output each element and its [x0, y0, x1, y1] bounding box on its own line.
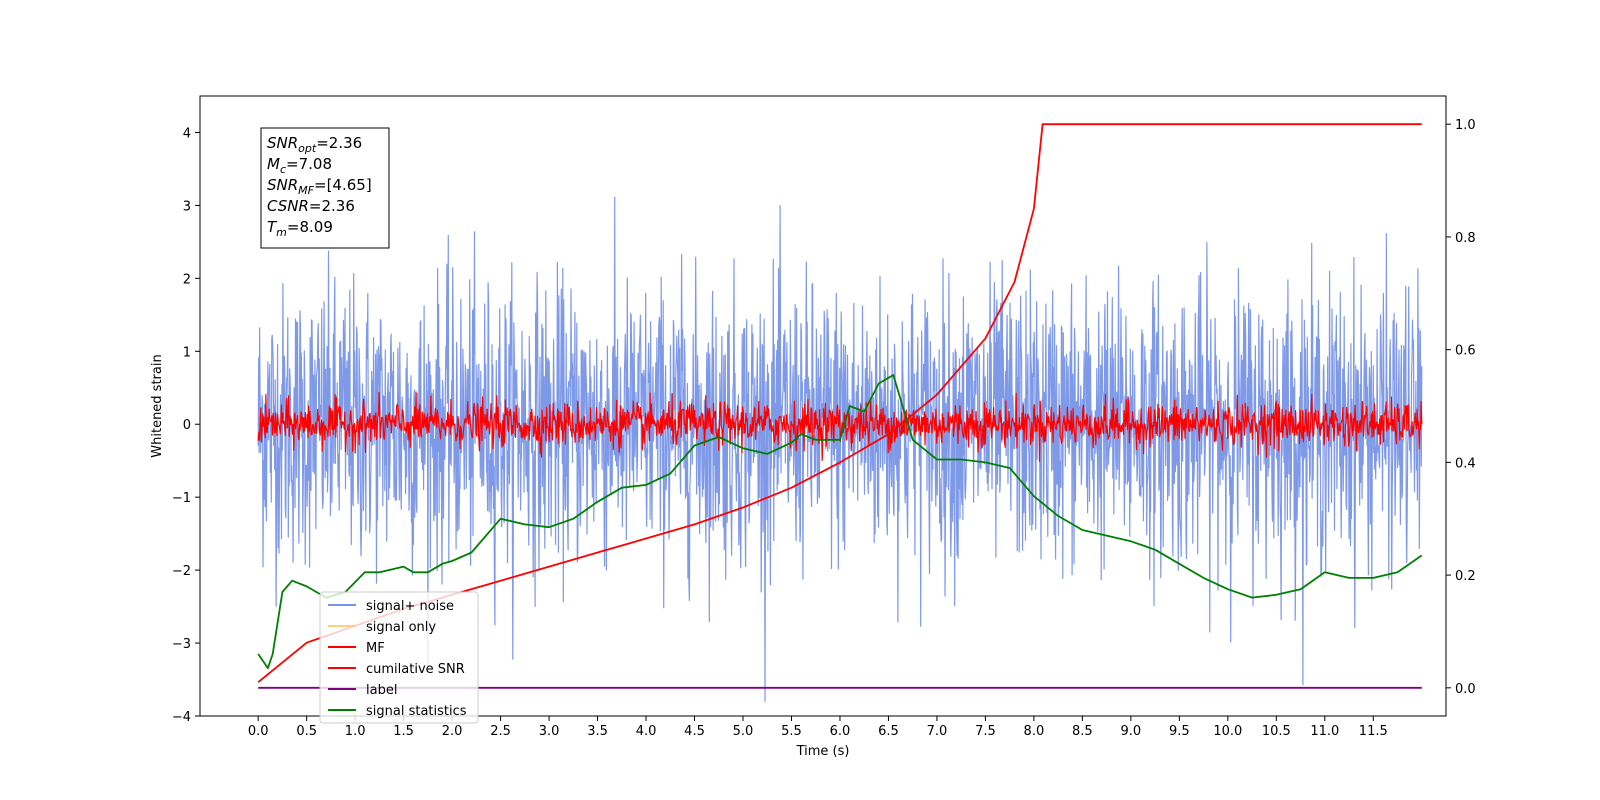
series-line-mf: [257, 391, 1423, 462]
annotation-symbol: SNR: [267, 134, 298, 152]
annotation-symbol: CSNR: [267, 197, 309, 215]
y-tick-label: 2: [183, 272, 191, 287]
y-tick-label: 1: [183, 345, 191, 360]
annotation-line: Tm=8.09: [267, 218, 333, 239]
y-tick-label: −4: [172, 710, 191, 725]
x-tick-label: 10.5: [1262, 724, 1291, 739]
annotation-symbol: T: [267, 218, 278, 236]
x-axis-label: Time (s): [796, 744, 850, 759]
annotation-value: =8.09: [287, 218, 333, 236]
annotation-box: SNRopt=2.36Mc=7.08SNRMF=[4.65]CSNR=2.36T…: [260, 127, 390, 249]
x-tick-label: 4.5: [684, 724, 705, 739]
x-tick-label: 5.5: [781, 724, 802, 739]
plot-frame: [199, 95, 1447, 717]
legend-entry: cumilative SNR: [366, 662, 465, 677]
annotation-frame: [260, 127, 390, 249]
x-tick-label: 1.0: [345, 724, 366, 739]
legend-frame: [319, 591, 479, 724]
annotation-subscript: opt: [298, 142, 317, 155]
annotation-symbol: M: [267, 155, 280, 173]
annotation-symbol: SNR: [267, 176, 298, 194]
annotation-subscript: MF: [298, 184, 314, 197]
x-tick-label: 6.5: [878, 724, 899, 739]
annotation-value: =[4.65]: [314, 176, 372, 194]
annotation-value: =2.36: [316, 134, 362, 152]
legend-entry: signal only: [366, 620, 436, 635]
annotation-line: SNRMF=[4.65]: [267, 176, 372, 197]
legend-entry: MF: [366, 641, 385, 656]
legend-entry: signal statistics: [366, 704, 467, 719]
y2-tick-label: 0.4: [1455, 456, 1476, 471]
y-axis-label: Whitened strain: [150, 354, 165, 457]
y2-tick-label: 0.0: [1455, 682, 1476, 697]
legend-entry: signal+ noise: [366, 599, 454, 614]
annotation-line: SNRopt=2.36: [267, 134, 362, 155]
y-tick-label: −3: [172, 637, 191, 652]
x-tick-label: 4.0: [636, 724, 657, 739]
x-tick-label: 8.5: [1072, 724, 1093, 739]
annotation-subscript: m: [276, 226, 287, 239]
annotation-line: CSNR=2.36: [267, 197, 355, 215]
y-tick-label: 3: [183, 199, 191, 214]
x-tick-label: 1.5: [393, 724, 414, 739]
x-tick-label: 0.0: [248, 724, 269, 739]
x-tick-label: 0.5: [296, 724, 317, 739]
y-tick-label: −1: [172, 491, 191, 506]
y2-tick-label: 0.8: [1455, 231, 1476, 246]
annotation-value: =7.08: [286, 155, 332, 173]
annotation-subscript: c: [280, 163, 286, 176]
y2-axis: 0.0 0.2 0.4 0.6 0.8 1.0: [1446, 118, 1476, 697]
y-tick-label: 0: [183, 418, 191, 433]
x-tick-label: 8.0: [1024, 724, 1045, 739]
x-tick-label: 6.0: [830, 724, 851, 739]
x-tick-label: 2.0: [442, 724, 463, 739]
x-tick-label: 3.0: [539, 724, 560, 739]
x-tick-label: 10.0: [1213, 724, 1242, 739]
x-tick-label: 11.5: [1359, 724, 1388, 739]
annotation-value: =2.36: [309, 197, 355, 215]
x-tick-label: 9.5: [1169, 724, 1190, 739]
x-tick-label: 11.0: [1310, 724, 1339, 739]
y2-tick-label: 0.6: [1455, 344, 1476, 359]
x-tick-label: 7.5: [975, 724, 996, 739]
x-tick-label: 9.0: [1121, 724, 1142, 739]
legend: signal+ noise signal only MF cumilative SNR…: [319, 591, 479, 724]
y2-tick-label: 0.2: [1455, 569, 1476, 584]
x-axis: 0.0 0.5 1.0 1.5 2.0 2.5 3.0 3.5 4.0 4.5 5.0 5.5 6.0 6…: [248, 716, 1388, 739]
y-axis: −4 −3 −2 −1 0 1 2 3 4: [172, 126, 200, 725]
x-tick-label: 7.0: [927, 724, 948, 739]
x-tick-label: 3.5: [587, 724, 608, 739]
y2-tick-label: 1.0: [1455, 118, 1476, 133]
series-line-signal-statistics: [257, 374, 1423, 669]
x-tick-label: 2.5: [490, 724, 511, 739]
x-tick-label: 5.0: [733, 724, 754, 739]
annotation-line: Mc=7.08: [267, 155, 332, 176]
legend-entry: label: [366, 683, 397, 698]
y-tick-label: −2: [172, 564, 191, 579]
y-tick-label: 4: [183, 126, 191, 141]
